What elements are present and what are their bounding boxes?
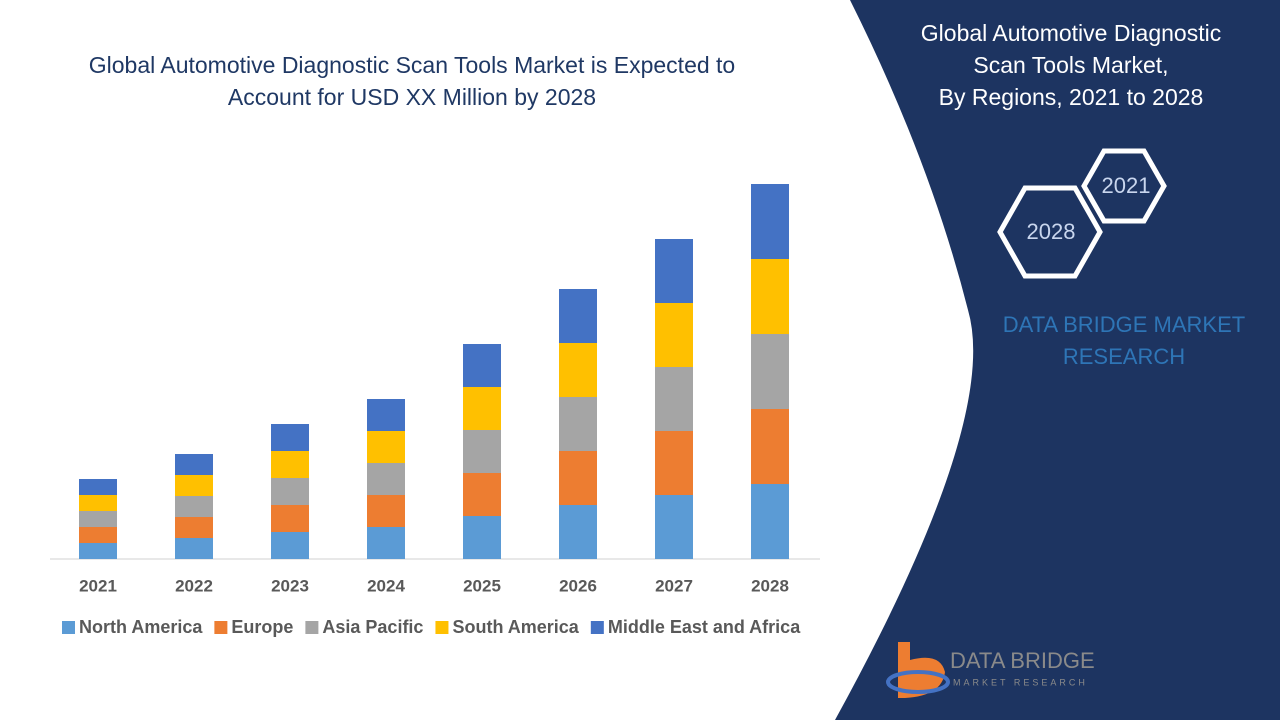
x-tick-label: 2021	[79, 576, 117, 595]
x-tick-label: 2024	[367, 576, 405, 595]
legend-label: Asia Pacific	[322, 617, 423, 637]
bar-segment	[559, 343, 597, 397]
bar-segment	[655, 303, 693, 367]
legend-swatch	[62, 621, 75, 634]
chart-title: Account for USD XX Million by 2028	[228, 84, 596, 110]
bar-segment	[463, 516, 501, 559]
side-panel	[835, 0, 1280, 720]
legend-label: South America	[452, 617, 579, 637]
bar-segment	[271, 451, 309, 478]
brand-text: RESEARCH	[1063, 344, 1185, 369]
legend-label: Europe	[231, 617, 293, 637]
hexagon	[997, 185, 1103, 279]
bar-segment	[463, 344, 501, 387]
bar-segment	[175, 538, 213, 559]
bar-segment	[271, 424, 309, 451]
bar-segment	[367, 463, 405, 495]
bar-segment	[751, 184, 789, 259]
bar-segment	[271, 505, 309, 532]
bar-segment	[367, 527, 405, 559]
x-tick-label: 2028	[751, 576, 789, 595]
bar-segment	[175, 517, 213, 538]
bar-segment	[463, 473, 501, 516]
logo-icon	[886, 642, 950, 698]
hexagon-label: 2021	[1102, 173, 1151, 198]
bar-segment	[79, 479, 117, 495]
bar-segment	[79, 543, 117, 559]
hexagon	[1081, 148, 1167, 224]
bar-segment	[367, 399, 405, 431]
bar-segment	[559, 505, 597, 559]
bar-segment	[559, 289, 597, 343]
panel-title: By Regions, 2021 to 2028	[939, 84, 1204, 110]
bar-segment	[79, 511, 117, 527]
bar-segment	[655, 239, 693, 303]
bar-segment	[271, 532, 309, 559]
bar-segment	[655, 367, 693, 431]
legend-label: North America	[79, 617, 203, 637]
hexagon-label: 2028	[1027, 219, 1076, 244]
bar-segment	[751, 334, 789, 409]
panel-title: Scan Tools Market,	[973, 52, 1168, 78]
bar-segment	[655, 431, 693, 495]
bar-segment	[559, 397, 597, 451]
brand-text: DATA BRIDGE MARKET	[1003, 312, 1245, 337]
bar-segment	[559, 451, 597, 505]
bar-segment	[175, 454, 213, 475]
x-tick-label: 2026	[559, 576, 597, 595]
x-tick-label: 2023	[271, 576, 309, 595]
bar-segment	[751, 409, 789, 484]
x-tick-label: 2022	[175, 576, 213, 595]
legend-swatch	[435, 621, 449, 634]
bar-segment	[463, 430, 501, 473]
bar-segment	[655, 495, 693, 559]
bar-segment	[751, 259, 789, 334]
legend-swatch	[214, 621, 228, 634]
bar-segment	[79, 495, 117, 511]
bar-segment	[367, 495, 405, 527]
bar-segment	[79, 527, 117, 543]
x-tick-label: 2027	[655, 576, 693, 595]
bar-segment	[751, 484, 789, 559]
bar-segment	[271, 478, 309, 505]
bar-segment	[463, 387, 501, 430]
chart-title: Global Automotive Diagnostic Scan Tools …	[89, 52, 735, 78]
x-tick-label: 2025	[463, 576, 501, 595]
bar-segment	[367, 431, 405, 463]
panel-title: Global Automotive Diagnostic	[921, 20, 1221, 46]
legend-label: Middle East and Africa	[608, 617, 801, 637]
logo-text: DATA BRIDGE	[950, 648, 1095, 673]
bar-segment	[175, 475, 213, 496]
legend-swatch	[590, 621, 604, 634]
logo-subtext: MARKET RESEARCH	[953, 677, 1088, 687]
legend-swatch	[305, 621, 319, 634]
bar-segment	[175, 496, 213, 517]
